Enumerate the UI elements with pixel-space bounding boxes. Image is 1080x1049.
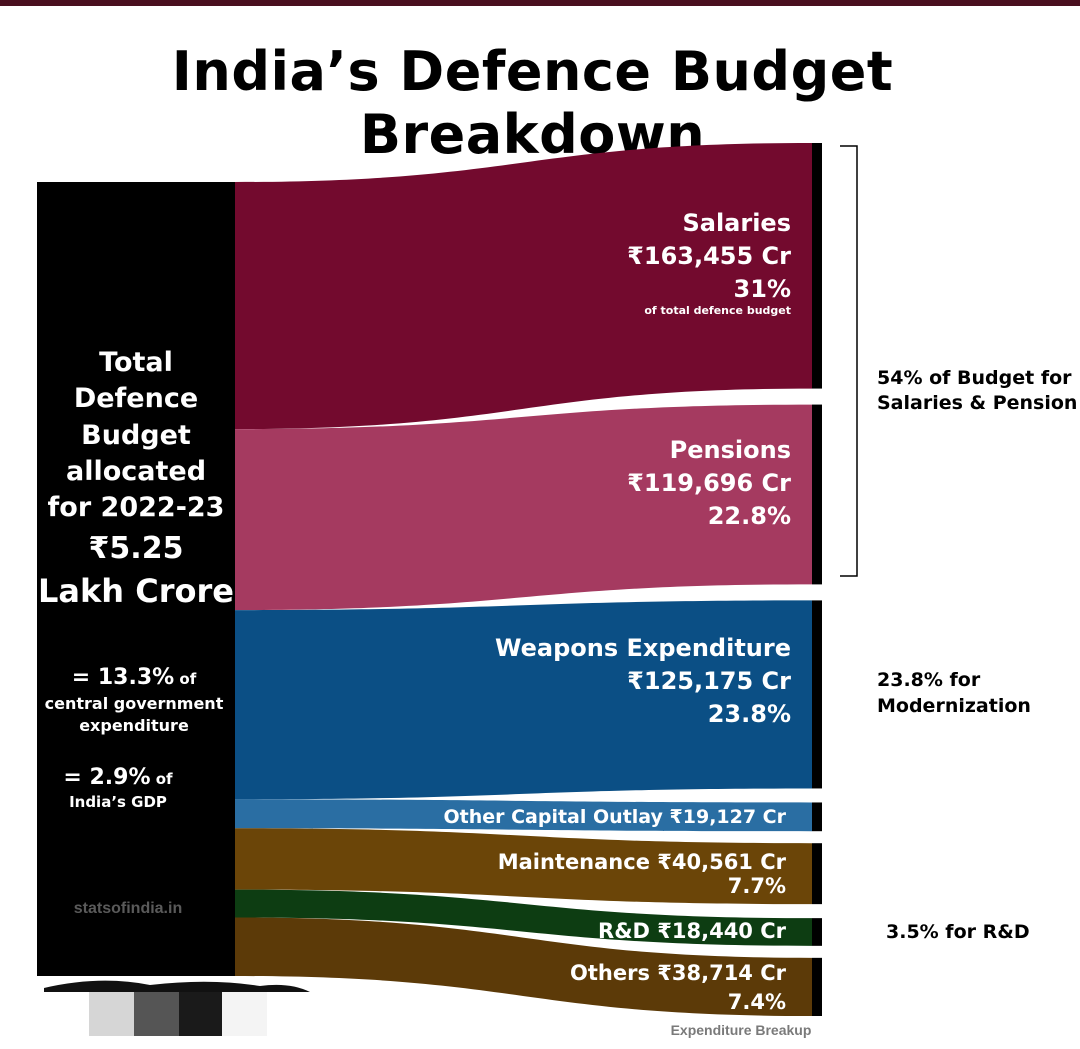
flow-labels: Salaries ₹163,455 Cr 31% of total defenc… xyxy=(443,209,791,1014)
rnd-label: R&D ₹18,440 Cr xyxy=(598,919,787,943)
watermark: statsofindia.in xyxy=(74,900,182,917)
source-total-unit: Lakh Crore xyxy=(38,572,234,610)
stat2-of: of xyxy=(151,770,174,788)
maintenance-value: ₹40,561 Cr xyxy=(657,850,786,874)
pensions-pct: 22.8% xyxy=(708,502,791,530)
flow-band-rnd xyxy=(235,889,812,946)
rnd-name: R&D xyxy=(598,919,650,943)
flow-bands xyxy=(235,143,812,1016)
bottom-decoration xyxy=(44,980,310,1036)
group-salaries-pension-line1: 54% of Budget for xyxy=(877,367,1072,389)
flow-band-pensions xyxy=(235,404,812,611)
source-node-text: Total Defence Budget allocated for 2022-… xyxy=(38,347,234,917)
flow-band-salaries xyxy=(235,143,812,430)
target-bars xyxy=(812,143,822,1016)
stat2-value: = 2.9% xyxy=(63,765,150,790)
others-label: Others ₹38,714 Cr xyxy=(570,961,787,985)
chart-caption: Expenditure Breakup xyxy=(671,1022,812,1038)
other-capital-value: ₹19,127 Cr xyxy=(670,806,787,828)
source-line-5: for 2022-23 xyxy=(48,492,225,523)
other-capital-label: Other Capital Outlay ₹19,127 Cr xyxy=(443,806,786,828)
salaries-value: ₹163,455 Cr xyxy=(627,242,791,270)
salaries-pct: 31% xyxy=(734,275,791,303)
source-line-2: Defence xyxy=(74,383,198,414)
group-modernization-line1: 23.8% for xyxy=(877,669,981,691)
pensions-value: ₹119,696 Cr xyxy=(627,469,791,497)
target-bar-pensions xyxy=(812,404,822,585)
salaries-note: of total defence budget xyxy=(644,304,791,317)
stat1-line3: expenditure xyxy=(79,716,189,735)
target-bar-weapons xyxy=(812,600,822,789)
target-bar-rnd xyxy=(812,918,822,946)
flow-band-others xyxy=(235,917,812,1016)
group-modernization-line2: Modernization xyxy=(877,695,1031,717)
others-pct: 7.4% xyxy=(728,990,786,1014)
stat1-value: = 13.3% xyxy=(72,665,174,690)
target-bar-other-capital xyxy=(812,802,822,832)
source-line-1: Total xyxy=(99,347,173,378)
pensions-name: Pensions xyxy=(670,436,791,464)
stat2-line1: = 2.9% of xyxy=(63,765,173,790)
source-line-3: Budget xyxy=(81,420,191,451)
flow-band-weapons xyxy=(235,600,812,800)
weapons-name: Weapons Expenditure xyxy=(495,634,791,662)
salaries-pension-bracket xyxy=(840,145,858,577)
weapons-value: ₹125,175 Cr xyxy=(627,667,791,695)
flow-band-maintenance xyxy=(235,828,812,905)
stat1-line1: = 13.3% of xyxy=(72,665,197,690)
target-bar-maintenance xyxy=(812,843,822,905)
target-bar-salaries xyxy=(812,143,822,389)
group-salaries-pension-line2: Salaries & Pension xyxy=(877,392,1077,414)
others-name: Others xyxy=(570,961,650,985)
top-bar xyxy=(0,0,1080,6)
salaries-name: Salaries xyxy=(682,209,791,237)
maintenance-pct: 7.7% xyxy=(728,874,786,898)
source-line-4: allocated xyxy=(66,456,206,487)
others-value: ₹38,714 Cr xyxy=(657,961,786,985)
stat1-of: of xyxy=(174,670,197,688)
stat2-line2: India’s GDP xyxy=(69,793,167,811)
flow-band-other-capital xyxy=(235,799,812,832)
maintenance-name: Maintenance xyxy=(498,850,650,874)
other-capital-name: Other Capital Outlay xyxy=(443,806,663,828)
target-bar-others xyxy=(812,957,822,1016)
rnd-value: ₹18,440 Cr xyxy=(657,919,786,943)
source-node xyxy=(37,182,235,976)
weapons-pct: 23.8% xyxy=(708,700,791,728)
group-rnd-line1: 3.5% for R&D xyxy=(886,921,1030,943)
source-total-value: ₹5.25 xyxy=(89,531,184,566)
stat1-line2: central government xyxy=(45,694,224,713)
maintenance-label: Maintenance ₹40,561 Cr xyxy=(498,850,787,874)
